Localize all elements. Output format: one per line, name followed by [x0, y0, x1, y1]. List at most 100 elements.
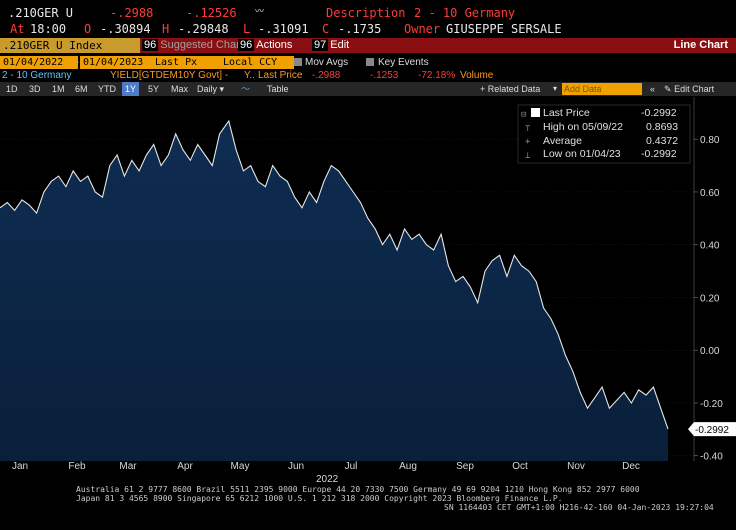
open-value: -.30894 — [100, 22, 151, 36]
period-5y[interactable]: 5Y — [148, 84, 160, 94]
security-field[interactable]: .210GER U Index — [0, 38, 140, 53]
x-tick-label: Feb — [68, 461, 86, 472]
legend-last-value: -0.2992 — [641, 107, 677, 119]
ticker-label: .210GER U — [8, 6, 74, 20]
footer-phone-line2: Japan 81 3 4565 8900 Singapore 65 6212 1… — [76, 494, 563, 503]
quote-header-line2: At 18:00 O -.30894 H -.29848 L -.31091 C… — [0, 22, 736, 38]
legend-frame — [517, 104, 691, 164]
period-6m[interactable]: 6M — [75, 84, 88, 94]
quote-time: 18:00 — [30, 22, 67, 36]
footer-session-line: SN 1164403 CET GMT+1:00 H216-42-160 04-J… — [444, 503, 714, 512]
high-label: H — [162, 22, 170, 36]
edit-num: 97 — [312, 39, 329, 51]
period-max[interactable]: Max — [171, 84, 189, 94]
edit-label: Edit — [330, 39, 350, 51]
menu-bar: .210GER U Index 96 Suggested Charts 96 Act… — [0, 38, 736, 53]
x-axis-year-label: 2022 — [316, 474, 339, 485]
legend-average-label: Average — [543, 135, 582, 147]
security-ticker: YIELD[GTDEM10Y Govt] - — [110, 70, 229, 81]
last-price-label: Last Price — [258, 70, 303, 81]
collapse-icon[interactable]: « — [650, 84, 656, 94]
x-axis: Jan Feb Mar Apr May Jun Jul Aug Sep Oct Nov Dec 2022 — [0, 461, 736, 486]
security-row: 2 - 10 Germany YIELD[GTDEM10Y Govt] - Y.… — [0, 70, 736, 82]
legend-swatch — [531, 108, 540, 117]
close-label: C — [322, 22, 330, 36]
low-marker-icon: ⊥ — [525, 151, 531, 161]
last-value-tag-text: -0.2992 — [695, 425, 729, 436]
x-tick-label: Sep — [456, 461, 474, 472]
edit-chart-label: Edit Chart — [674, 84, 715, 94]
legend-tree-icon: ⊟ — [521, 110, 526, 120]
description-label: Description — [326, 6, 406, 20]
date-separator: - — [76, 57, 80, 68]
related-data-button[interactable]: + Related Data — [480, 84, 541, 94]
period-1m[interactable]: 1M — [52, 84, 65, 94]
y-tick-label: 0.40 — [700, 241, 720, 252]
add-data-input[interactable]: Add Data — [562, 83, 642, 95]
open-label: O — [84, 22, 92, 36]
low-label: L — [243, 22, 251, 36]
last-value-tag — [688, 422, 736, 437]
line-chart[interactable]: 0.80 0.60 0.40 0.20 0.00 -0.20 -0.40 -0.2992 ⊟… — [0, 97, 736, 461]
suggested-label: Suggested Charts — [160, 39, 249, 51]
chart-controls: 01/04/2022 - 01/04/2023 Last Px Local CC… — [0, 55, 736, 70]
net-change: -.12526 — [186, 6, 237, 20]
y-axis-ticks: 0.80 0.60 0.40 0.20 0.00 -0.20 -0.40 — [694, 135, 723, 461]
actions-button[interactable]: 96 Actions — [238, 38, 292, 53]
percent-change: -72.18% — [418, 70, 456, 81]
x-tick-label: Jun — [287, 461, 305, 472]
legend-average-value: 0.4372 — [646, 135, 679, 147]
period-3d[interactable]: 3D — [29, 84, 41, 94]
y-tick-label: 0.20 — [700, 293, 720, 304]
period-ytd[interactable]: YTD — [98, 84, 116, 94]
dropdown-arrow-icon[interactable]: ▾ — [553, 84, 558, 93]
price-field-select[interactable]: Last Px — [152, 56, 220, 69]
y-tick-label: -0.40 — [700, 452, 723, 461]
pencil-icon: ✎ — [664, 84, 672, 94]
owner-label: Owner — [404, 22, 441, 36]
edit-button[interactable]: 97 Edit — [312, 38, 349, 53]
x-tick-label: Nov — [567, 461, 585, 472]
description-value: 2 - 10 Germany — [414, 6, 516, 20]
end-date-field[interactable]: 01/04/2023 — [80, 56, 154, 69]
x-tick-label: Mar — [119, 461, 137, 472]
last-value-badge: -0.2992 — [688, 422, 736, 437]
period-1y[interactable]: 1Y — [122, 82, 140, 96]
period-1d[interactable]: 1D — [6, 84, 18, 94]
price-change: -.1253 — [370, 70, 399, 81]
legend-high-label: High on 05/09/22 — [543, 121, 623, 133]
suggested-charts-button[interactable]: 96 Suggested Charts — [142, 38, 248, 53]
start-date-field[interactable]: 01/04/2022 — [0, 56, 78, 69]
last-price-value: -.2988 — [312, 70, 341, 81]
actions-label: Actions — [256, 39, 293, 51]
actions-num: 96 — [238, 39, 255, 51]
period-toolbar: 1D 3D 1M 6M YTD 1Y 5Y Max Daily ▾ 〜 Tabl… — [0, 82, 736, 96]
edit-chart-button[interactable]: ✎ Edit Chart — [664, 82, 714, 96]
mov-avgs-checkbox[interactable] — [294, 58, 302, 66]
line-chart-icon[interactable]: 〜 — [241, 84, 251, 94]
owner-value: GIUSEPPE SERSALE — [446, 22, 562, 36]
chevron-down-icon: ▾ — [219, 84, 225, 94]
frequency-label: Daily — [197, 84, 218, 94]
key-events-checkbox[interactable] — [366, 58, 374, 66]
legend-last-label: Last Price — [543, 107, 590, 119]
at-label: At — [10, 22, 25, 36]
security-name: 2 - 10 Germany — [2, 70, 72, 81]
volume-label: Volume — [460, 70, 494, 81]
frequency-select[interactable]: Daily ▾ — [197, 82, 224, 96]
y-tick-label: 0.00 — [700, 346, 720, 357]
legend-low-value: -0.2992 — [641, 148, 677, 160]
security-y-label: Y.. — [244, 70, 255, 81]
currency-select[interactable]: Local CCY — [220, 56, 294, 69]
table-button[interactable]: Table — [267, 84, 289, 94]
close-value: -.1735 — [338, 22, 382, 36]
x-tick-label: May — [230, 461, 250, 472]
average-marker-icon: + — [525, 137, 531, 147]
x-tick-label: Jul — [344, 461, 358, 472]
y-tick-label: 0.60 — [700, 188, 720, 199]
x-tick-label: Dec — [622, 461, 640, 472]
legend-low-label: Low on 01/04/23 — [543, 148, 621, 160]
mov-avgs-label: Mov Avgs — [305, 57, 349, 68]
y-tick-label: -0.20 — [700, 399, 723, 410]
legend-box: ⊟ ⊤ + ⊥ — [517, 104, 691, 164]
